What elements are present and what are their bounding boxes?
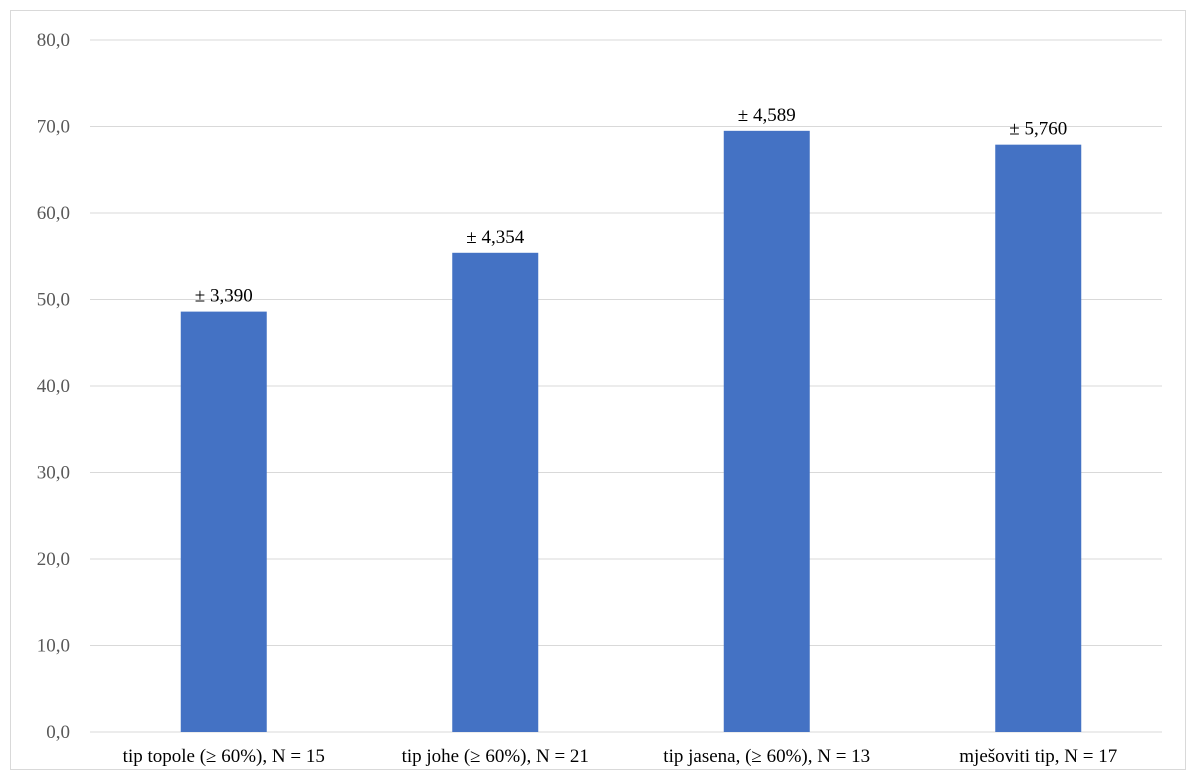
y-tick-label: 10,0 (37, 636, 70, 657)
data-label: ± 4,589 (738, 105, 796, 126)
y-tick-label: 80,0 (37, 30, 70, 51)
x-tick-label: tip topole (≥ 60%), N = 15 (123, 746, 325, 767)
y-tick-label: 40,0 (37, 376, 70, 397)
x-tick-label: tip jasena, (≥ 60%), N = 13 (663, 746, 870, 767)
bar (452, 252, 539, 733)
bar (995, 144, 1082, 733)
y-tick-label: 0,0 (46, 722, 70, 743)
x-tick-label: tip johe (≥ 60%), N = 21 (402, 746, 589, 767)
y-tick-label: 60,0 (37, 203, 70, 224)
y-tick-label: 30,0 (37, 463, 70, 484)
data-label: ± 4,354 (466, 227, 524, 248)
y-tick-label: 20,0 (37, 549, 70, 570)
data-label: ± 3,390 (195, 286, 253, 307)
bar (723, 130, 810, 732)
x-tick-label: mješoviti tip, N = 17 (959, 746, 1117, 767)
y-tick-label: 50,0 (37, 290, 70, 311)
data-label: ± 5,760 (1009, 119, 1067, 140)
y-tick-label: 70,0 (37, 117, 70, 138)
bar (180, 311, 267, 732)
